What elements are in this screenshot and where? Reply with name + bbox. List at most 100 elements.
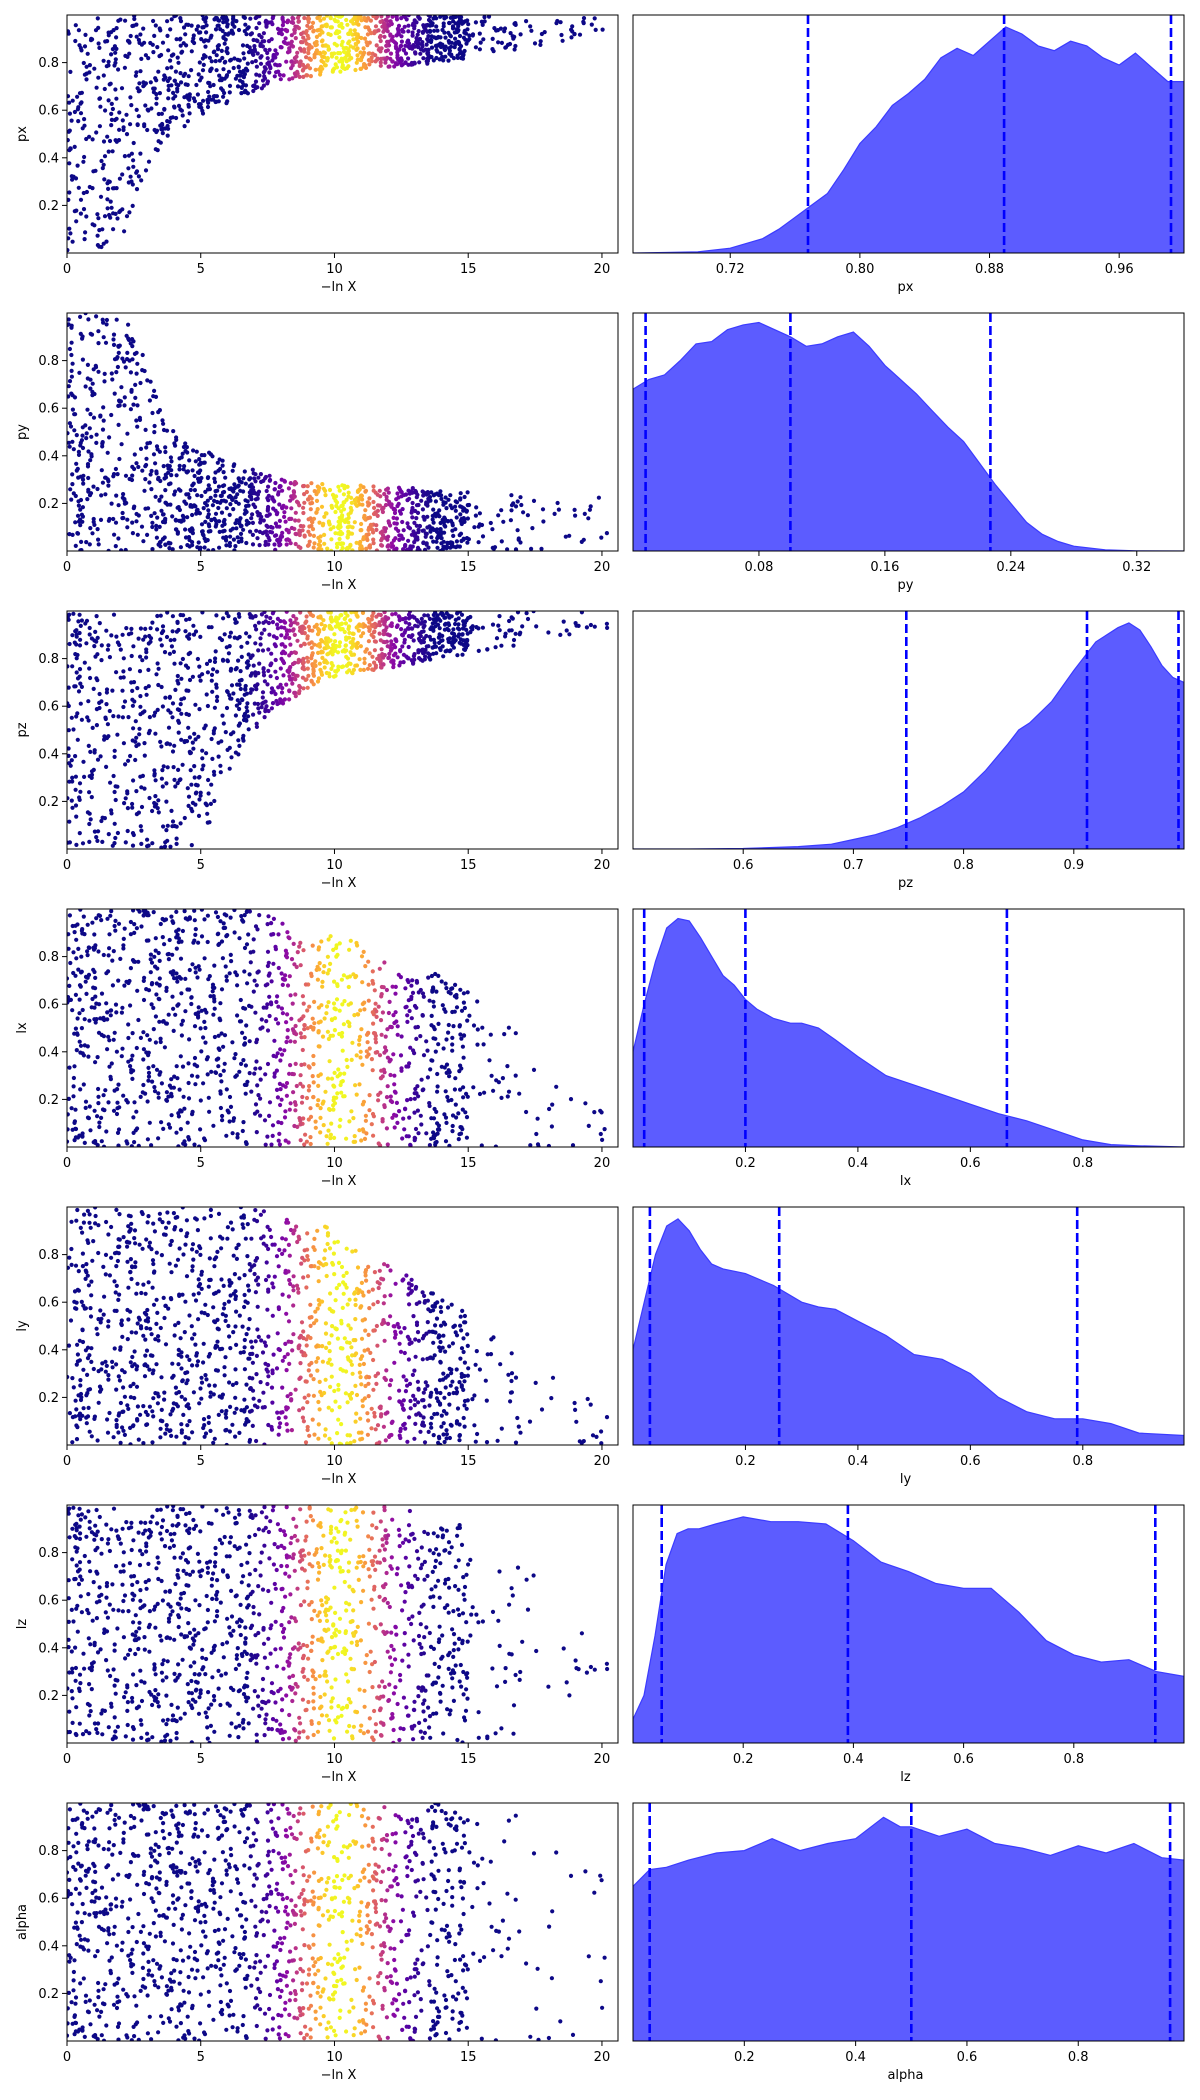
data-point	[212, 94, 217, 99]
data-point	[172, 1074, 177, 1079]
data-point	[74, 628, 79, 633]
data-point	[243, 1063, 248, 1068]
data-point	[136, 114, 141, 119]
data-point	[430, 645, 435, 650]
data-point	[185, 1120, 190, 1125]
data-point	[228, 58, 233, 63]
data-point	[171, 1006, 176, 1011]
data-point	[214, 68, 219, 73]
data-point	[79, 618, 84, 623]
data-point	[459, 516, 464, 522]
data-point	[322, 63, 328, 68]
data-point	[236, 752, 241, 757]
data-point	[263, 1072, 268, 1077]
data-point	[112, 532, 117, 537]
data-point	[167, 546, 172, 551]
data-point	[384, 487, 389, 492]
data-point	[298, 523, 303, 529]
data-point	[328, 527, 333, 532]
data-point	[116, 67, 121, 72]
data-point	[325, 1141, 330, 1146]
data-point	[87, 134, 92, 139]
data-point	[114, 493, 119, 498]
data-point	[450, 986, 455, 991]
data-point	[250, 542, 256, 547]
data-point	[329, 537, 334, 542]
data-point	[485, 647, 490, 652]
data-point	[381, 632, 386, 637]
kde-area	[633, 15, 1184, 253]
data-point	[366, 998, 371, 1003]
x-axis-label: −ln X	[321, 876, 357, 891]
data-point	[509, 503, 515, 508]
data-point	[348, 510, 353, 515]
data-point	[289, 43, 294, 48]
data-point	[153, 76, 158, 81]
data-point	[280, 698, 285, 704]
data-point	[375, 1050, 380, 1055]
data-point	[99, 658, 104, 663]
data-point	[125, 791, 130, 796]
data-point	[458, 1087, 463, 1092]
data-point	[458, 44, 464, 49]
data-point	[395, 503, 400, 509]
data-point	[101, 1034, 106, 1039]
data-point	[416, 636, 422, 641]
data-point	[220, 956, 225, 961]
data-point	[163, 449, 168, 455]
data-point	[87, 632, 92, 637]
data-point	[330, 69, 335, 74]
data-point	[108, 1013, 113, 1018]
data-point	[114, 116, 119, 121]
data-point	[80, 477, 86, 482]
data-point	[334, 997, 340, 1002]
data-point	[339, 504, 344, 509]
data-point	[401, 547, 406, 551]
data-point	[257, 710, 262, 715]
data-point	[253, 497, 258, 502]
data-point	[186, 102, 191, 107]
data-point	[495, 28, 500, 33]
data-point	[123, 53, 128, 59]
data-point	[103, 108, 108, 113]
data-point	[216, 1064, 221, 1069]
data-point	[455, 39, 461, 45]
data-point	[438, 520, 443, 526]
data-point	[211, 667, 216, 672]
data-point	[310, 20, 316, 25]
data-point	[234, 526, 239, 531]
data-point	[213, 518, 219, 524]
data-point	[220, 458, 225, 463]
data-point	[269, 686, 275, 691]
data-point	[79, 539, 84, 545]
data-point	[88, 749, 93, 755]
data-point	[80, 514, 85, 519]
data-point	[71, 727, 76, 732]
data-point	[473, 45, 478, 50]
data-point	[291, 614, 296, 619]
data-point	[217, 73, 222, 78]
data-point	[216, 23, 221, 28]
data-point	[297, 15, 302, 18]
data-point	[292, 28, 297, 33]
data-point	[461, 506, 466, 511]
data-point	[78, 637, 83, 642]
data-point	[366, 532, 371, 537]
data-point	[302, 667, 307, 672]
data-point	[198, 634, 203, 640]
data-point	[67, 664, 70, 669]
data-point	[327, 487, 333, 493]
data-point	[190, 512, 195, 518]
data-point	[187, 111, 192, 116]
data-point	[388, 33, 393, 38]
data-point	[371, 1021, 376, 1026]
data-point	[228, 534, 233, 539]
data-point	[404, 1134, 409, 1139]
data-point	[250, 653, 255, 658]
data-point	[187, 735, 192, 740]
data-point	[518, 540, 523, 545]
data-point	[298, 611, 303, 615]
data-point	[312, 999, 317, 1005]
data-point	[169, 17, 174, 22]
